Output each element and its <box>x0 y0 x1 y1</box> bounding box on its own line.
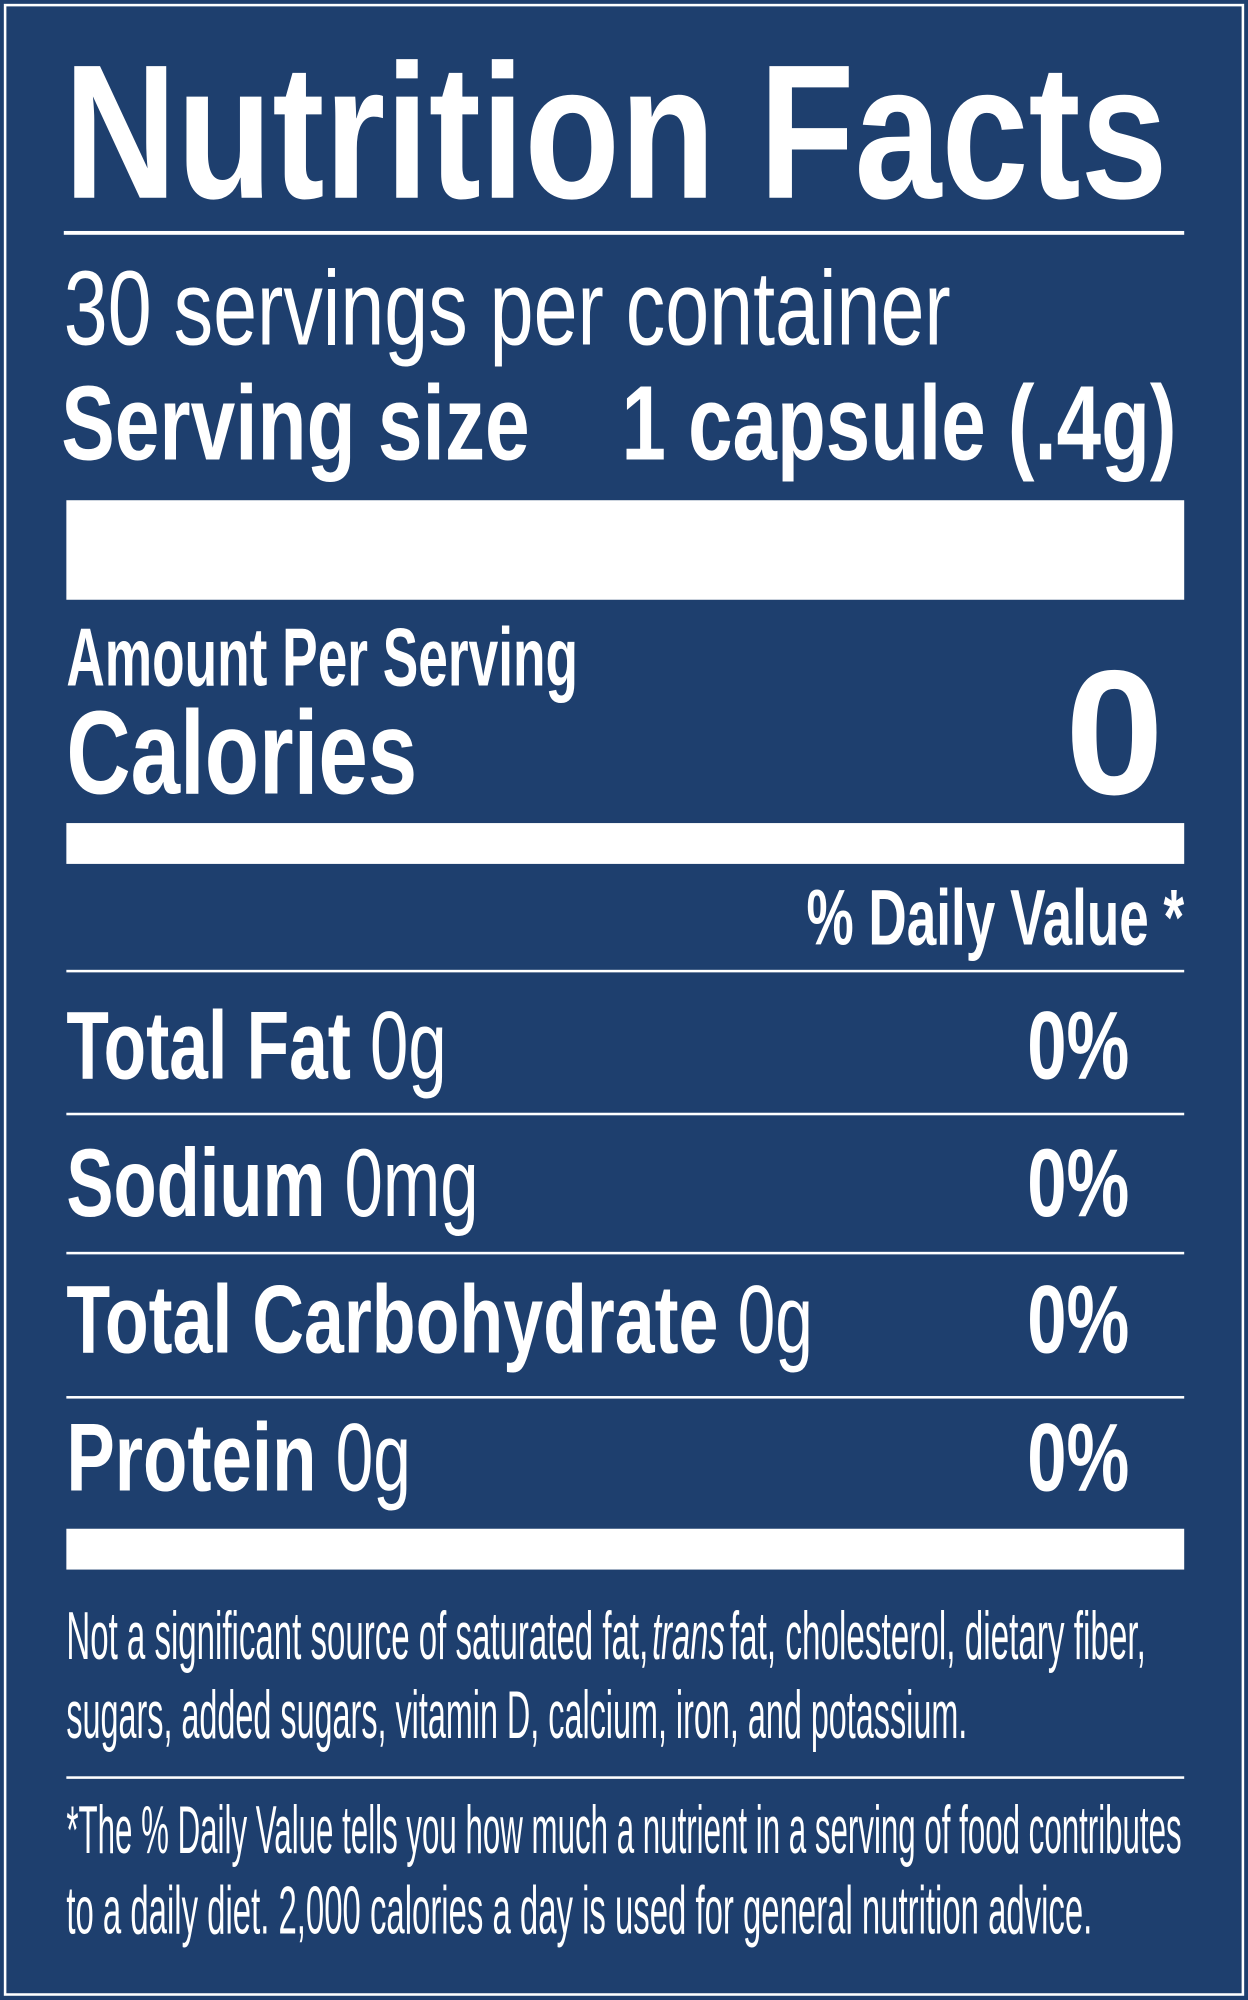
daily-value-header: % Daily Value * <box>806 872 1184 961</box>
nutrient-amount: 0mg <box>345 1128 479 1237</box>
nutrient-amount: 0g <box>738 1265 813 1374</box>
nutrient-amount: 0g <box>336 1402 411 1511</box>
nutrient-name: Sodium <box>66 1128 325 1237</box>
serving-size-value: 1 capsule (.4g) <box>621 364 1176 482</box>
daily-value: 0% <box>1027 1402 1129 1511</box>
nutrient-name: Protein <box>66 1402 316 1511</box>
rule <box>66 1112 1185 1116</box>
rule <box>66 1396 1185 1399</box>
rule <box>66 1251 1185 1255</box>
nutrient-amount: 0g <box>370 990 447 1099</box>
calories-value: 0 <box>1065 633 1164 832</box>
calories-label: Calories <box>66 688 417 820</box>
serving-size-label: Serving size <box>61 364 529 482</box>
footnote-text: Not a significant source of saturated fa… <box>66 1599 648 1674</box>
rule <box>66 1776 1185 1779</box>
frame <box>3 3 1245 1996</box>
thick-bar <box>66 500 1185 600</box>
footnote-text: to a daily diet. 2,000 calories a day is… <box>66 1873 1092 1948</box>
footnote-text: *The % Daily Value tells you how much a … <box>66 1793 1181 1868</box>
rule <box>66 969 1185 973</box>
medium-bar <box>66 1528 1185 1570</box>
daily-value: 0% <box>1027 990 1129 1099</box>
nutrient-rows: Total Fat 0g 0%Sodium 0mg 0%Total Carbohydra… <box>66 990 1185 1511</box>
servings: 30 servings per container <box>64 250 951 368</box>
title: Nutrition Facts <box>64 25 1168 239</box>
footnote-text: fat, cholesterol, dietary fiber, <box>730 1599 1146 1674</box>
footnote-text: sugars, added sugars, vitamin D, calcium… <box>66 1678 967 1753</box>
daily-value: 0% <box>1027 1265 1129 1374</box>
footnote-italic: trans <box>652 1599 725 1674</box>
rule <box>63 230 1185 235</box>
amount-per-serving: Amount Per Serving <box>66 610 578 703</box>
daily-value: 0% <box>1027 1128 1129 1237</box>
nutrient-name: Total Fat <box>66 990 351 1099</box>
nutrient-name: Total Carbohydrate <box>66 1265 718 1374</box>
medium-bar <box>66 823 1185 864</box>
